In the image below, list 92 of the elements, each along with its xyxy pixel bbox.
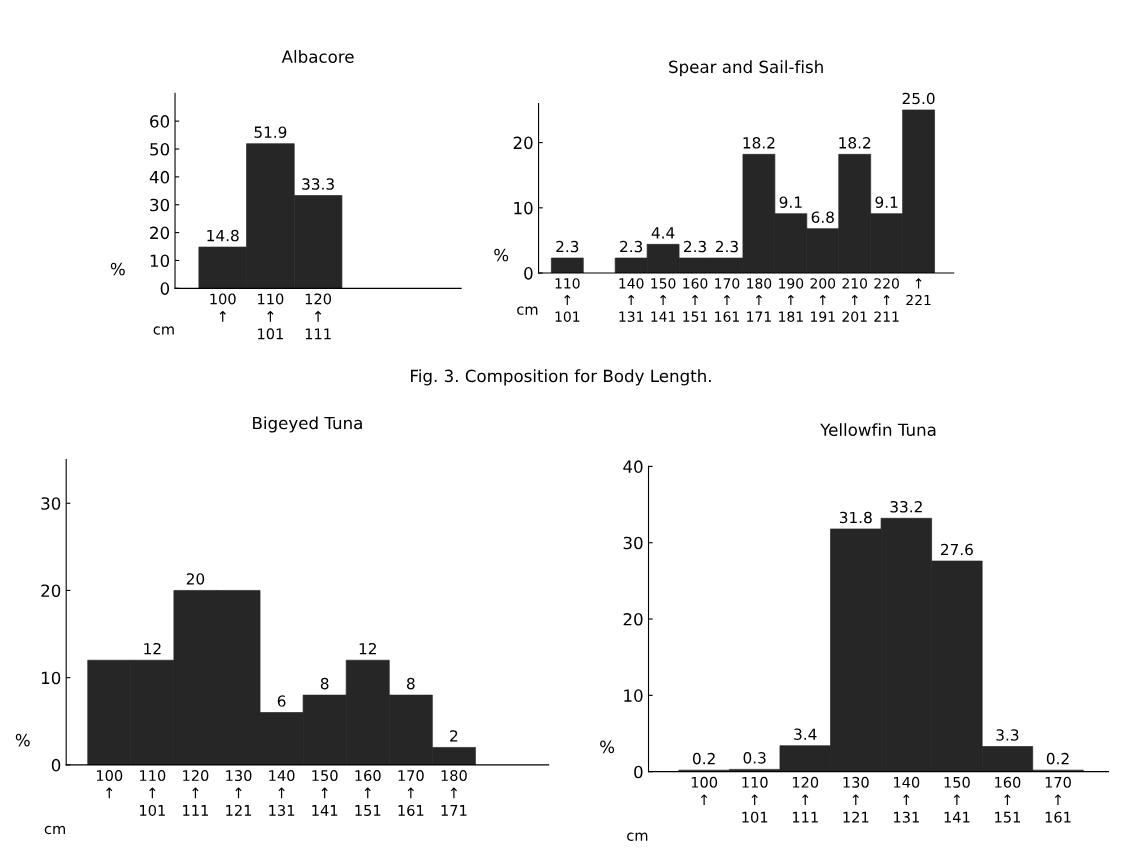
y-tick-label: 40 [149,170,170,184]
x-tick-label: 130 ↑ 121 [843,776,869,823]
y-tick-label: 10 [41,671,61,685]
data-label: 8 [320,677,329,690]
x-tick-label: 180 ↑ 171 [747,278,772,322]
y-tick-label: 30 [150,198,170,212]
x-tick-label: 120 ↑ 111 [305,293,332,340]
data-label: 2.3 [715,240,738,253]
x-tick-label: 110 ↑ 101 [555,278,580,322]
x-tick-label: 110 ↑ 101 [140,770,166,816]
data-label: 3.3 [996,729,1019,741]
y-tick-label: 40 [623,460,643,473]
data-label: 27.6 [940,543,973,556]
y-tick-label: 0 [524,267,533,280]
x-tick-label: 140 ↑ 131 [619,278,644,322]
y-tick-label: 10 [514,201,533,215]
x-tick-label: 150 ↑ 141 [651,278,676,322]
data-label: 14.8 [207,229,239,242]
data-label: 0.2 [692,752,715,765]
x-tick-label: 170 ↑ 161 [1045,776,1071,823]
x-tick-label: 220 ↑ 211 [874,278,899,322]
data-label: 2.3 [620,240,643,253]
y-tick-label: 30 [623,536,643,550]
y-axis-title: % [494,248,509,262]
chart-title: Albacore [281,50,354,63]
data-label: 4.4 [651,227,675,239]
data-label: 25.0 [902,92,935,105]
data-label: 0.2 [1046,752,1069,765]
y-tick-label: 20 [41,584,61,598]
y-tick-label: 50 [150,142,170,156]
x-tick-label: 160 ↑ 151 [355,770,381,816]
data-label: 9.1 [875,196,898,208]
data-label: 12 [359,642,376,655]
chart-title: Spear and Sail-fish [669,60,823,77]
data-label: 2.3 [684,240,706,253]
y-tick-label: 0 [51,758,61,772]
x-tick-label: 150 ↑ 141 [944,776,970,823]
data-label: 33.2 [890,501,922,513]
data-label: 6 [277,695,286,707]
data-label: 8 [406,677,415,690]
data-label: 18.2 [743,137,775,149]
y-tick-label: 20 [623,613,643,626]
text: cm [153,326,174,335]
data-label: 2 [450,730,458,742]
x-tick-label: 150 ↑ 141 [312,770,338,816]
x-tick-label: 190 ↑ 181 [779,278,804,322]
data-label: 33.3 [302,178,334,190]
data-label: 51.9 [254,126,287,138]
data-label: 12 [144,642,161,655]
x-tick-label: 140 ↑ 131 [894,776,920,823]
data-label: 3.4 [794,728,817,740]
y-axis-title: % [15,733,30,747]
data-label: 9.1 [779,196,802,208]
caption: Fig. 3. Composition for Body Length. [411,369,711,386]
x-tick-label: 170 ↑ 161 [398,770,424,816]
data-label: 6.8 [811,211,834,223]
chart-title: Bigeyed Tuna [253,416,362,433]
x-tick-label: 160 ↑ 151 [995,776,1021,823]
y-tick-label: 10 [624,689,643,702]
x-tick-label: 140 ↑ 131 [269,770,295,816]
y-tick-label: 20 [513,136,533,150]
x-tick-label: 120 ↑ 111 [183,770,209,816]
x-tick-label: 120 ↑ 111 [792,776,819,823]
x-tick-label: 100 ↑ [691,776,718,806]
x-tick-label: 180 ↑ 171 [441,770,467,816]
data-label: 0.3 [743,752,766,764]
x-tick-label: 110 ↑ 101 [258,293,284,340]
y-tick-label: 0 [160,282,170,295]
x-tick-label: 170 ↑ 161 [715,278,740,322]
x-tick-label: 110 ↑ 101 [742,776,768,823]
y-axis-title: % [110,262,125,276]
x-tick-label: 210 ↑ 201 [842,278,868,322]
y-tick-label: 0 [634,765,643,779]
x-tick-label: ↑ 221 [906,278,931,306]
y-tick-label: 60 [150,115,170,128]
x-tick-label: 130 ↑ 121 [226,770,252,816]
y-tick-label: 30 [41,497,61,510]
data-label: 18.2 [839,137,871,149]
data-label: 2.3 [556,240,579,253]
x-tick-label: 100 ↑ [96,770,123,799]
data-label: 31.8 [839,511,872,524]
text: cm [627,832,648,841]
x-tick-label: 160 ↑ 151 [683,278,708,322]
y-tick-label: 20 [150,226,170,240]
data-label: 20 [186,573,205,585]
chart-title: Yellowfin Tuna [820,423,936,437]
x-tick-label: 200 ↑ 191 [810,278,836,322]
x-tick-label: 100 ↑ [210,293,236,322]
text: cm [44,825,65,835]
y-axis-title: % [600,740,615,754]
text: cm [517,306,538,315]
y-tick-label: 10 [150,254,170,268]
